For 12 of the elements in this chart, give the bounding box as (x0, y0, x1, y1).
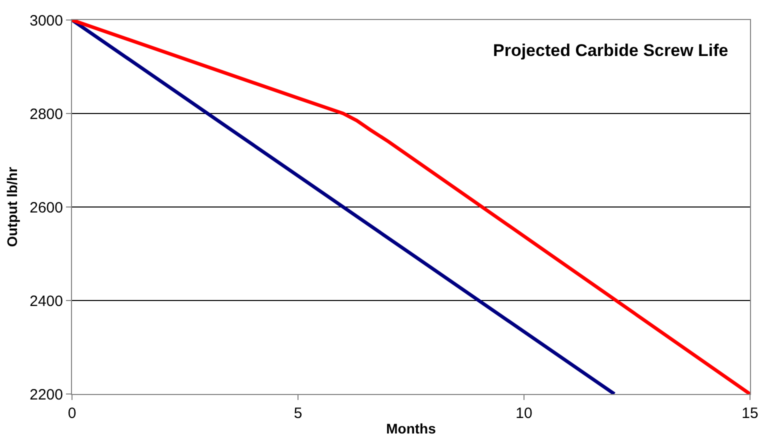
y-tick-label: 2400 (30, 292, 63, 310)
text: Projected Carbide Screw Life (493, 41, 728, 60)
y-tick-label: 3000 (30, 12, 63, 30)
x-tick-label: 5 (294, 405, 302, 422)
y-tick-label: 2600 (30, 199, 63, 216)
x-tick-label: 10 (516, 405, 532, 422)
y-axis-title: Output lb/hr (4, 166, 20, 248)
y-tick-label: 2200 (30, 386, 63, 404)
x-axis-title: Months (386, 420, 436, 436)
x-tick-label: 0 (68, 405, 76, 422)
y-tick-label: 2800 (30, 106, 63, 123)
x-tick-label: 15 (742, 405, 758, 422)
